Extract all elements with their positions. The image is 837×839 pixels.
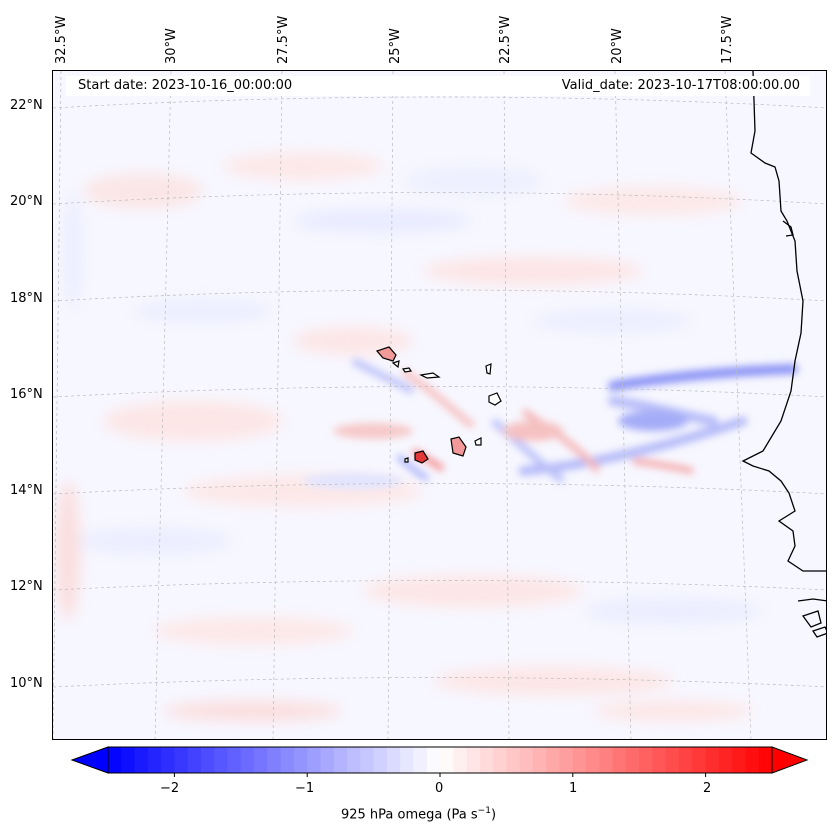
lon-tick-27-5w: 27.5°W xyxy=(276,15,291,64)
colorbar-cell xyxy=(426,747,441,773)
colorbar-cell xyxy=(758,747,773,773)
lat-tick-12n: 12°N xyxy=(10,579,43,594)
gridlines xyxy=(53,71,826,739)
colorbar-cell xyxy=(400,747,415,773)
cbar-tick-neg1: −1 xyxy=(295,781,315,796)
colorbar-cell xyxy=(493,747,507,773)
lat-tick-18n: 18°N xyxy=(10,291,43,306)
lat-tick-14n: 14°N xyxy=(10,483,43,498)
colorbar-cell xyxy=(586,747,600,773)
colorbar-cell xyxy=(174,747,189,773)
colorbar-label-close: ) xyxy=(490,807,497,823)
lat-tick-20n: 20°N xyxy=(10,194,43,209)
colorbar-cell xyxy=(440,747,454,773)
colorbar-cell xyxy=(280,747,295,773)
colorbar-cell xyxy=(745,747,760,773)
colorbar-min-extend xyxy=(70,746,109,774)
colorbar-cell xyxy=(639,747,654,773)
colorbar-cell xyxy=(718,747,733,773)
cbar-tick-2: 2 xyxy=(703,781,712,796)
colorbar-label-unit-exponent: −1 xyxy=(477,806,491,816)
colorbar-cell xyxy=(692,747,707,773)
colorbar-label-main: 925 hPa omega (Pa s xyxy=(340,807,478,823)
colorbar-cell xyxy=(293,747,308,773)
weak-omega-patches xyxy=(56,152,763,721)
colorbar-cell xyxy=(532,747,547,773)
colorbar-cell xyxy=(360,747,375,773)
cbar-tick-0: 0 xyxy=(435,781,444,796)
colorbar-cell xyxy=(546,747,561,773)
colorbar-max-extend xyxy=(771,746,809,774)
lon-tick-20w: 20°W xyxy=(610,28,625,64)
lat-tick-10n: 10°N xyxy=(10,676,43,691)
colorbar-cell xyxy=(161,747,175,773)
colorbar-cell xyxy=(453,747,468,773)
colorbar-cell xyxy=(347,747,361,773)
colorbar-cell xyxy=(519,747,534,773)
colorbar-cell xyxy=(214,747,229,773)
lon-tick-17-5w: 17.5°W xyxy=(720,15,735,64)
colorbar-cell xyxy=(108,747,122,773)
colorbar-cell xyxy=(200,747,215,773)
lon-tick-32-5w: 32.5°W xyxy=(54,15,69,64)
start-date-label: Start date: 2023-10-16_00:00:00 xyxy=(78,78,293,93)
colorbar-cell xyxy=(254,747,268,773)
colorbar-cell xyxy=(732,747,747,773)
colorbar-cell xyxy=(320,747,335,773)
colorbar-cell xyxy=(386,747,401,773)
colorbar-cell xyxy=(599,747,614,773)
cbar-tick-neg2: −2 xyxy=(160,781,180,796)
coastline xyxy=(741,71,826,638)
colorbar-tick-labels: −2 −1 0 1 2 xyxy=(0,781,837,797)
colorbar-cell xyxy=(307,747,322,773)
colorbar-cell xyxy=(373,747,388,773)
colorbar-cell xyxy=(333,747,348,773)
colorbar-cell xyxy=(559,747,574,773)
colorbar-cell xyxy=(479,747,494,773)
colorbar-cell xyxy=(466,747,481,773)
cbar-tick-1: 1 xyxy=(569,781,578,796)
lon-tick-25w: 25°W xyxy=(388,28,403,64)
colorbar-cell xyxy=(705,747,720,773)
colorbar-cell xyxy=(506,747,521,773)
colorbar-cell xyxy=(413,747,428,773)
colorbar-cell xyxy=(227,747,242,773)
colorbar-cell xyxy=(134,747,149,773)
map-panel xyxy=(52,70,827,740)
colorbar-cell xyxy=(665,747,680,773)
colorbar-outline xyxy=(107,746,773,774)
colorbar-cells xyxy=(108,747,773,773)
map-info-bar: Start date: 2023-10-16_00:00:00 Valid_da… xyxy=(66,76,810,96)
lat-tick-16n: 16°N xyxy=(10,387,43,402)
colorbar-label: 925 hPa omega (Pa s−1) xyxy=(0,806,837,822)
colorbar-cell xyxy=(267,747,282,773)
colorbar-cell xyxy=(572,747,587,773)
colorbar-cell xyxy=(612,747,627,773)
valid-date-label: Valid_date: 2023-10-17T08:00:00.00 xyxy=(561,78,800,93)
lon-tick-30w: 30°W xyxy=(164,28,179,64)
lat-tick-22n: 22°N xyxy=(10,98,43,113)
colorbar-cell xyxy=(679,747,693,773)
colorbar-cell xyxy=(147,747,162,773)
colorbar-cell xyxy=(652,747,667,773)
lon-tick-22-5w: 22.5°W xyxy=(498,15,513,64)
colorbar-cell xyxy=(240,747,255,773)
colorbar-cell xyxy=(121,747,136,773)
omega-map xyxy=(53,71,826,739)
colorbar-cell xyxy=(625,747,640,773)
cape-verde-islands xyxy=(375,346,502,464)
colorbar-cell xyxy=(187,747,202,773)
colorbar-ticks xyxy=(173,773,707,777)
